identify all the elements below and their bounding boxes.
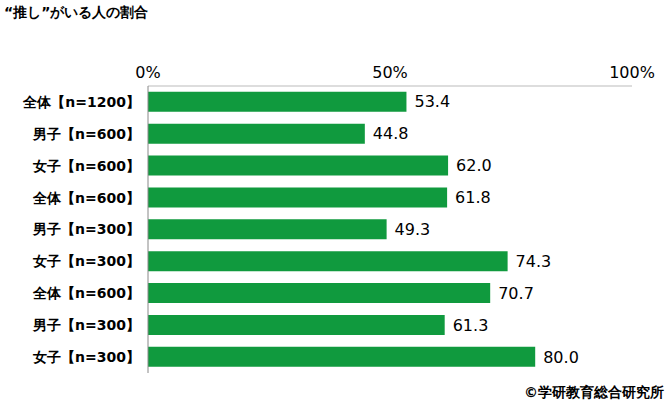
svg-text:62.0: 62.0 xyxy=(456,156,492,175)
svg-text:男子【n=300】: 男子【n=300】 xyxy=(32,317,140,333)
svg-text:0%: 0% xyxy=(135,63,160,82)
svg-text:80.0: 80.0 xyxy=(543,348,579,367)
svg-text:女子【n=600】: 女子【n=600】 xyxy=(32,158,140,174)
svg-text:53.4: 53.4 xyxy=(414,92,450,111)
html-text:“推し”がいる人の割合: “推し”がいる人の割合 xyxy=(4,4,149,20)
svg-text:女子【n=300】: 女子【n=300】 xyxy=(32,349,140,365)
svg-text:49.3: 49.3 xyxy=(395,220,431,239)
svg-text:74.3: 74.3 xyxy=(516,252,552,271)
svg-text:全体【n=1200】: 全体【n=1200】 xyxy=(22,94,140,110)
svg-text:61.3: 61.3 xyxy=(453,316,489,335)
svg-text:全体【n=600】: 全体【n=600】 xyxy=(32,190,140,206)
svg-text:100%: 100% xyxy=(609,63,655,82)
svg-text:男子【n=300】: 男子【n=300】 xyxy=(32,221,140,237)
svg-text:70.7: 70.7 xyxy=(498,284,534,303)
svg-text:男子【n=600】: 男子【n=600】 xyxy=(32,126,140,142)
svg-text:61.8: 61.8 xyxy=(455,188,491,207)
svg-text:44.8: 44.8 xyxy=(373,124,409,143)
svg-text:50%: 50% xyxy=(372,63,408,82)
svg-text:全体【n=600】: 全体【n=600】 xyxy=(32,285,140,301)
svg-text:女子【n=300】: 女子【n=300】 xyxy=(32,253,140,269)
html-text:©学研教育総合研究所: ©学研教育総合研究所 xyxy=(524,384,664,400)
